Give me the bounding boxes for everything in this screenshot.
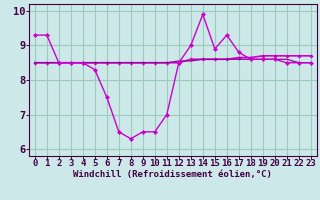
X-axis label: Windchill (Refroidissement éolien,°C): Windchill (Refroidissement éolien,°C): [73, 170, 272, 179]
